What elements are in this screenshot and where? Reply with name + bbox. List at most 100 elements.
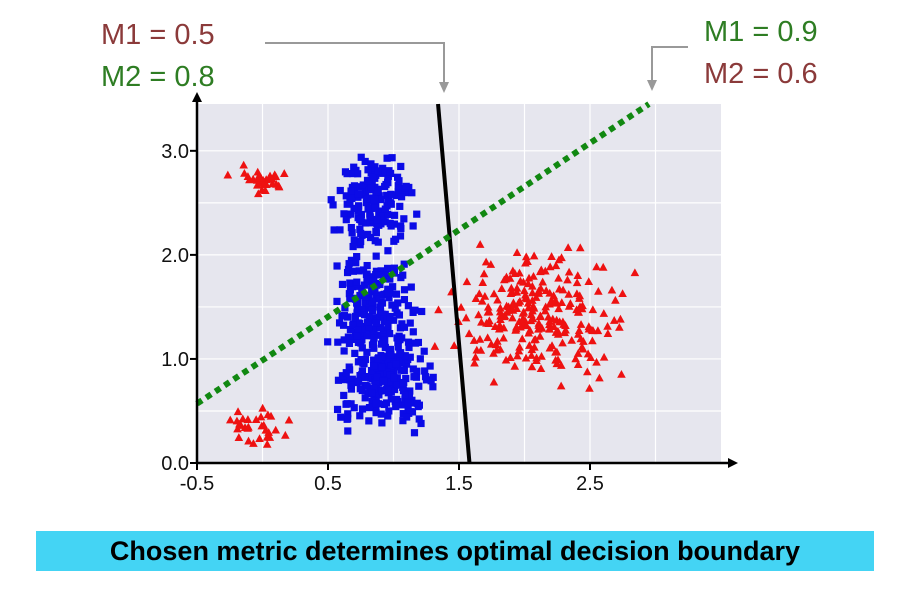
y-axis-arrowhead [192,92,202,102]
square-point [361,157,369,166]
triangle-point [576,320,586,328]
triangle-point [244,436,253,445]
triangle-point [256,412,266,421]
triangle-point [489,289,499,298]
square-point [406,319,414,327]
square-point [384,323,392,331]
triangle-point [558,338,567,347]
triangle-point [573,349,583,357]
square-point [344,265,353,274]
x-tick-label: 0.5 [314,473,342,495]
triangle-point [508,266,518,275]
triangle-point [551,355,560,364]
triangle-point [611,295,620,304]
square-point [344,414,352,423]
triangle-point [588,305,598,314]
square-point [391,397,400,405]
square-point [387,362,395,370]
square-point [333,262,341,270]
square-point [356,412,364,420]
square-point [387,222,395,230]
triangle-point [573,360,583,369]
triangle-point [617,369,626,378]
triangle-point [507,288,517,296]
triangle-point [499,333,508,342]
square-point [334,376,343,384]
triangle-point [486,339,496,348]
triangle-point [563,275,572,284]
square-point [413,399,421,407]
triangle-point [471,294,481,302]
triangle-point [535,331,545,340]
square-point [394,188,402,196]
square-point [358,344,366,352]
square-point [362,270,371,279]
square-point [381,205,389,213]
triangle-point [599,309,609,317]
triangle-point [238,414,248,423]
dotted-boundary-line [195,101,651,407]
triangle-point [575,243,585,252]
square-point [350,404,358,412]
triangle-point [506,353,515,361]
square-point [377,298,385,306]
triangle-point [496,311,505,320]
square-point [426,362,434,370]
square-point [404,399,412,408]
triangle-point [527,351,536,359]
caption-banner: Chosen metric determines optimal decisio… [36,531,874,571]
square-point [390,264,399,272]
triangle-point [516,276,525,285]
triangle-point [255,434,264,443]
triangle-point [575,302,585,311]
square-point [345,290,353,298]
square-point [337,413,345,421]
square-point [421,373,430,381]
triangle-point [475,334,485,343]
square-point [359,181,367,189]
square-point [333,297,341,305]
triangle-point [541,302,551,311]
square-point [350,182,359,190]
square-point [346,295,354,303]
triangle-point [630,268,640,277]
square-point [340,312,349,320]
square-point [352,259,360,267]
square-point [404,302,412,310]
square-point [411,306,419,314]
triangle-point [274,182,284,191]
triangle-point [545,343,555,352]
square-point [378,353,386,361]
square-point [392,290,401,298]
square-point [330,226,338,234]
triangle-point [233,407,243,416]
triangle-point [474,289,484,298]
square-point [338,372,347,380]
square-point [355,267,363,275]
triangle-point [245,175,254,184]
square-point [386,312,394,321]
square-point [364,166,372,174]
square-point [353,252,361,261]
square-point [365,417,373,425]
square-point [356,215,364,224]
triangle-point [232,416,242,425]
triangle-point [615,322,624,331]
square-point [368,297,376,306]
square-point [377,267,385,275]
square-point [357,237,365,246]
triangle-point [579,337,588,345]
square-point [356,319,364,328]
square-point [364,230,372,238]
square-point [400,215,408,223]
triangle-point [456,302,466,311]
triangle-point [240,168,249,177]
triangle-point [474,310,483,319]
right-m1-annotation: M1 = 0.9 [704,16,818,48]
triangle-point [557,298,567,307]
triangle-point [493,295,502,304]
square-point [387,351,395,359]
triangle-point [236,421,246,429]
triangle-point [501,355,511,364]
